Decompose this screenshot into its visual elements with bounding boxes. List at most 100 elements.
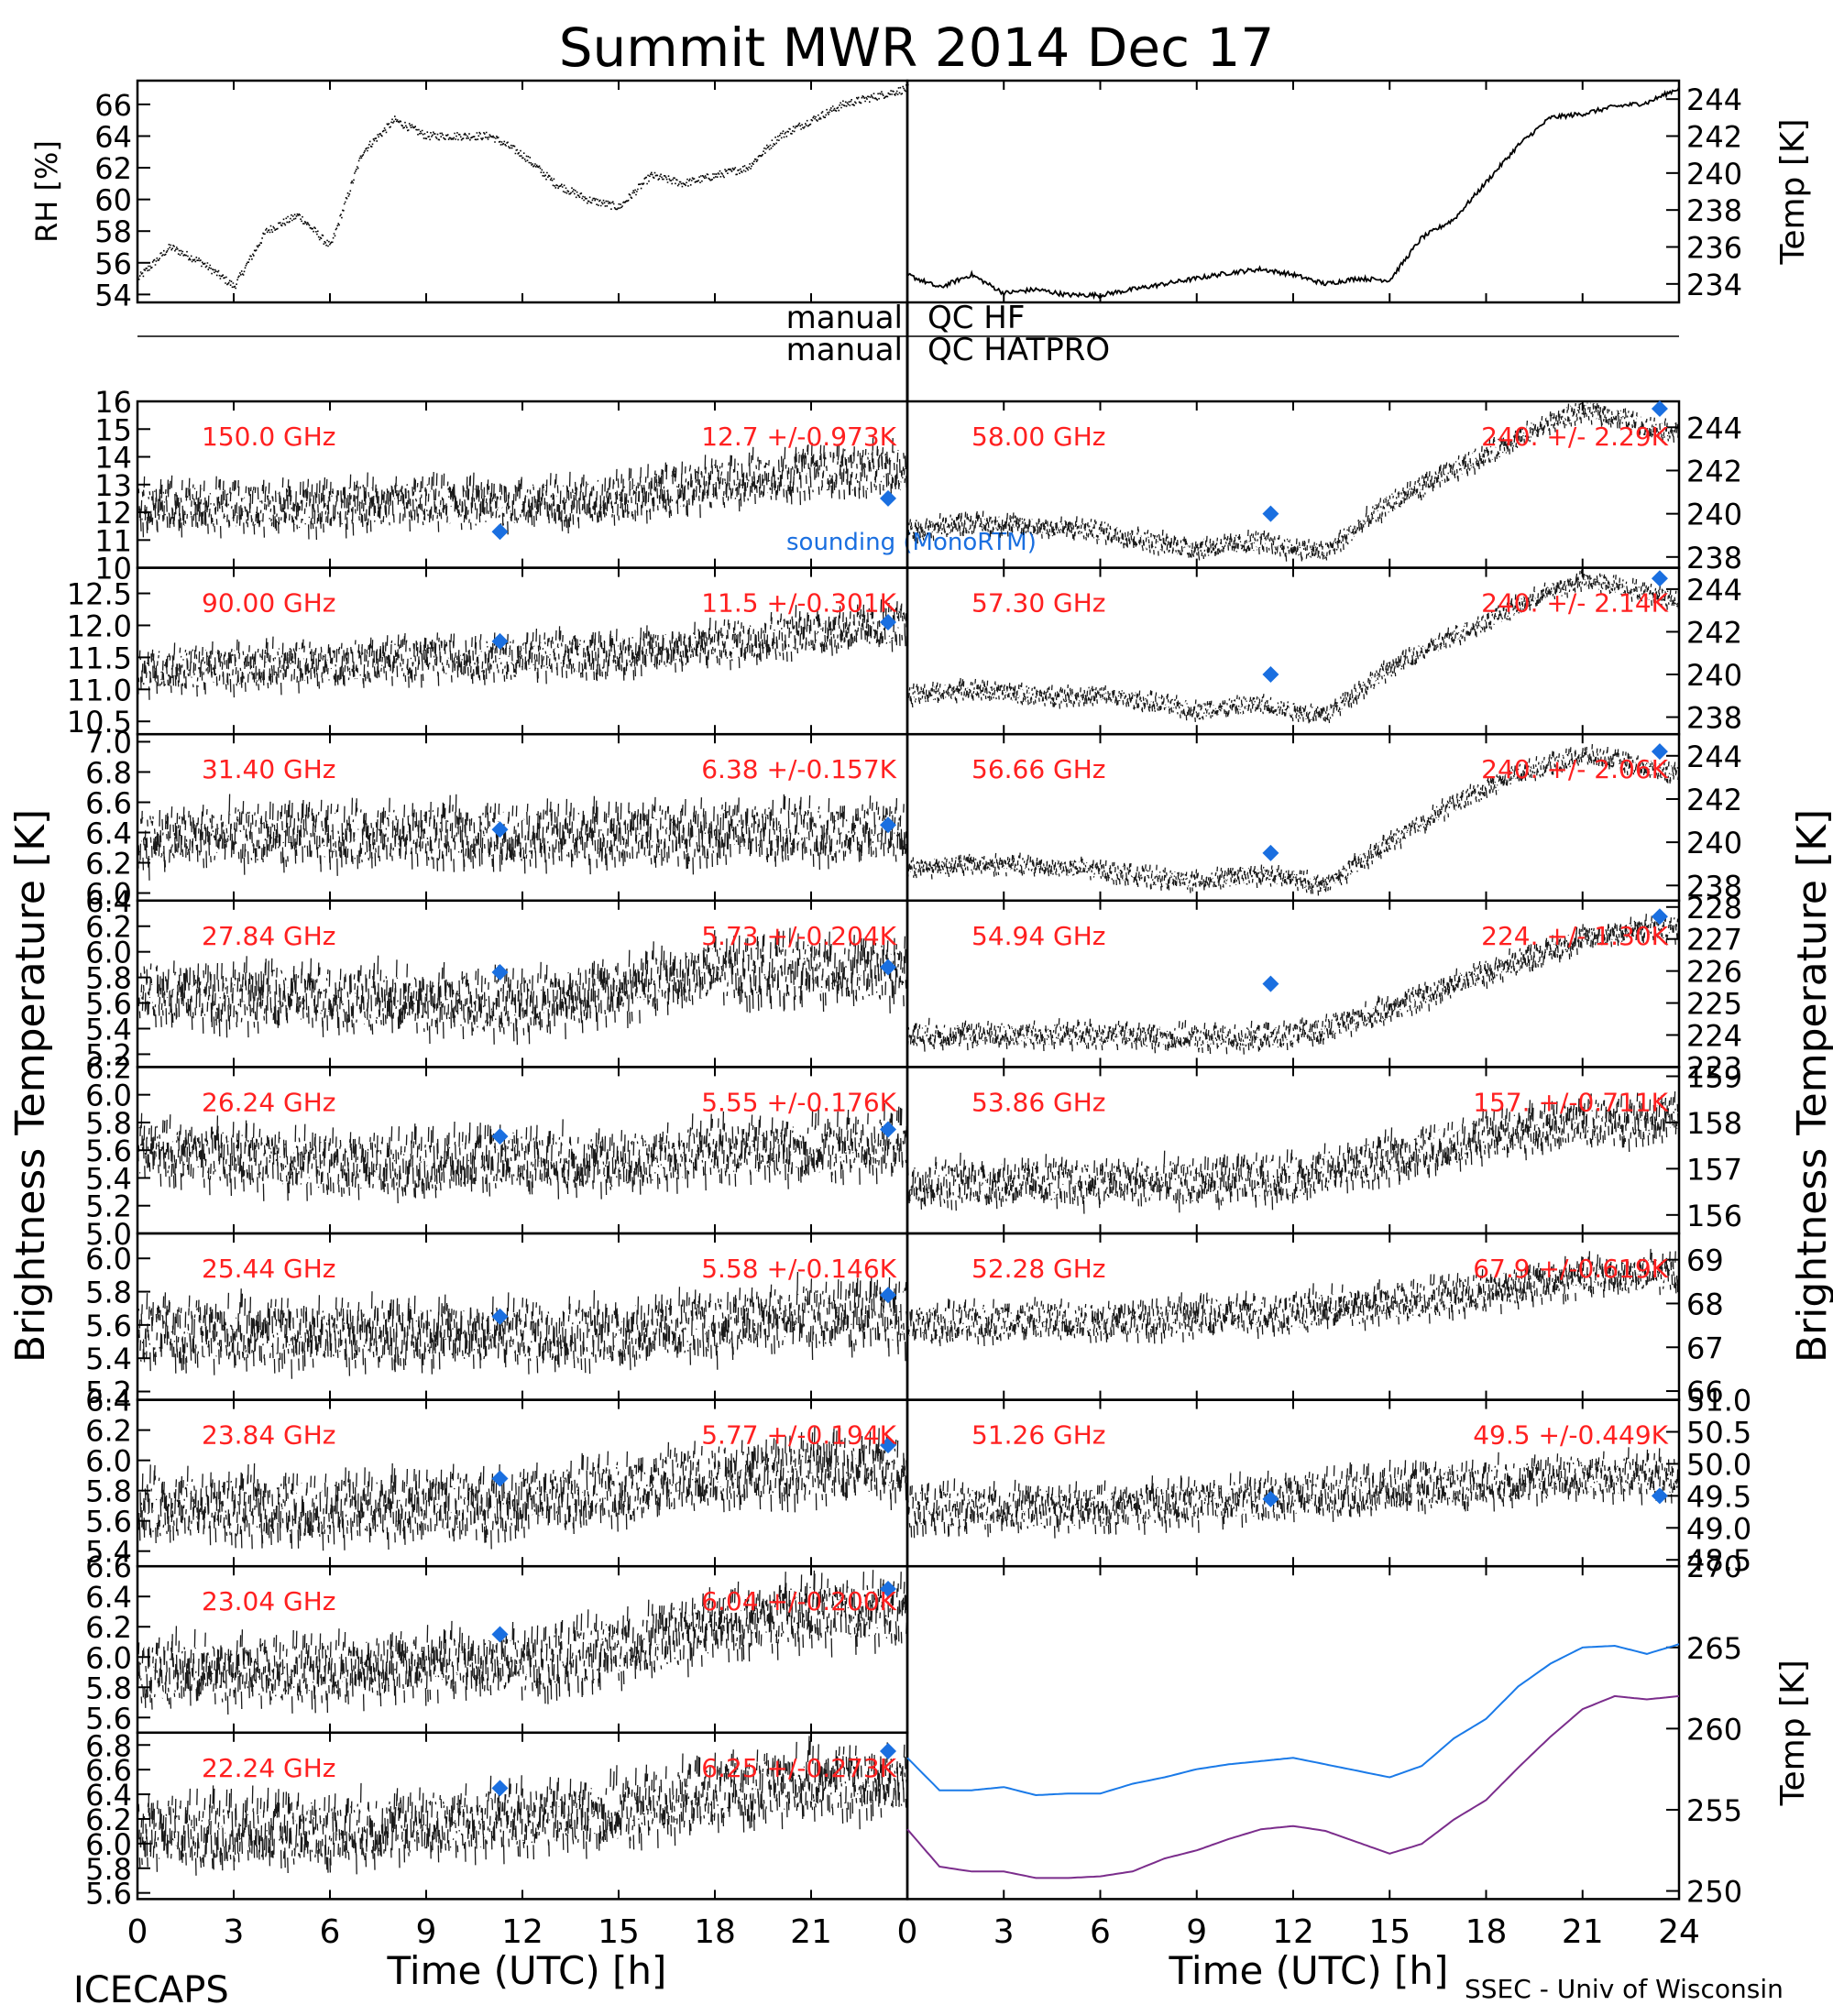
series-points-ch2624 [137, 1102, 908, 1204]
y-tick-label-ch5666: 240 [1686, 826, 1742, 860]
series-points-ch5228 [906, 1248, 1680, 1347]
y-tick-label-ch5730: 238 [1686, 701, 1742, 736]
y-tick-label-ch3140: 6.8 [85, 755, 132, 790]
y-tick-label-ch3140: 7.0 [85, 725, 132, 760]
stat-label-ch2784: 5.73 +/-0.204K [701, 921, 896, 951]
y-tick-label-ch2624: 5.4 [85, 1161, 132, 1196]
series-line-temp [906, 86, 1680, 301]
y-tick-label-ch5126: 51.0 [1686, 1384, 1751, 1419]
panel-frame-temp [906, 79, 1681, 304]
y-tick-label-ch5800: 238 [1686, 541, 1742, 575]
y-tick-label-ch2544: 6.0 [85, 1242, 132, 1276]
x-tick-label-left: 21 [790, 1913, 832, 1951]
y-tick-label-ch2304: 6.0 [85, 1640, 132, 1675]
y-tick-label-ch5228: 68 [1686, 1287, 1724, 1321]
x-tick-label-left: 18 [694, 1913, 736, 1951]
stat-label-ch3140: 6.38 +/-0.157K [701, 754, 896, 784]
y-tick-label-ch90: 12.5 [67, 577, 132, 612]
freq-label-ch90: 90.00 GHz [202, 588, 336, 619]
stat-label-ch150: 12.7 +/-0.973K [701, 422, 896, 452]
y-tick-label-rh: 60 [94, 183, 132, 218]
stat-label-ch2384: 5.77 +/-0.194K [701, 1420, 896, 1451]
sounding-marker-ch90-0 [491, 632, 509, 650]
y-tick-label-ch90: 11.0 [67, 673, 132, 707]
x-tick-label-left: 6 [320, 1913, 341, 1951]
series-points-ch150 [137, 437, 908, 541]
x-tick-label-left: 3 [224, 1913, 245, 1951]
sounding-marker-ch3140-0 [491, 821, 509, 838]
y-tick-label-rh: 56 [94, 247, 132, 281]
qc-hf-manual: manual [786, 300, 903, 336]
series-points-ch2384 [137, 1425, 908, 1551]
y-tick-label-ch2784: 5.8 [85, 961, 132, 996]
sounding-marker-ch2784-1 [880, 959, 896, 976]
xlabel-left: Time (UTC) [h] [387, 1948, 667, 1993]
y-tick-label-ch2304: 5.8 [85, 1671, 132, 1705]
y-tick-label-blackbody: 255 [1686, 1793, 1742, 1828]
sounding-marker-ch5494-0 [1262, 975, 1279, 992]
y-tick-label-ch150: 16 [94, 385, 132, 420]
y-tick-label-ch2384: 6.0 [85, 1444, 132, 1479]
y-tick-label-ch3140: 6.6 [85, 785, 132, 820]
stat-label-ch2624: 5.55 +/-0.176K [701, 1087, 896, 1117]
y-tick-label-ch5228: 66 [1686, 1375, 1724, 1409]
freq-label-ch5800: 58.00 GHz [971, 422, 1106, 452]
series-points-ch5386 [906, 1090, 1680, 1214]
y-tick-label-ch5494: 224 [1686, 1018, 1742, 1053]
y-tick-label-ch2624: 5.6 [85, 1134, 132, 1168]
freq-label-ch5666: 56.66 GHz [971, 754, 1106, 784]
y-tick-label-ch5666: 244 [1686, 740, 1742, 774]
sounding-marker-ch2784-0 [491, 964, 509, 981]
y-tick-label-rh: 62 [94, 151, 132, 186]
y-tick-label-ch5800: 240 [1686, 498, 1742, 532]
left-axis-label: Brightness Temperature [K] [7, 809, 54, 1363]
freq-label-ch2304: 23.04 GHz [202, 1586, 336, 1616]
y-tick-label-ch2224: 6.2 [85, 1802, 132, 1837]
y-tick-label-ch2784: 6.2 [85, 910, 132, 945]
x-tick-label-right: 15 [1368, 1913, 1410, 1951]
qc-hatpro-label: QC HATPRO [927, 332, 1110, 368]
y-tick-label-ch5228: 67 [1686, 1331, 1724, 1365]
y-tick-label-ch5126: 49.0 [1686, 1511, 1751, 1546]
y-tick-label-ch5126: 49.5 [1686, 1479, 1751, 1514]
y-tick-label-ch5386: 156 [1686, 1199, 1742, 1233]
y-tick-label-ch2544: 5.6 [85, 1309, 132, 1343]
series-line-hf [906, 1694, 1680, 1879]
y-tick-label-ch5126: 48.5 [1686, 1543, 1751, 1578]
y-tick-label-ch150: 14 [94, 441, 132, 476]
y-tick-label-ch5126: 50.5 [1686, 1416, 1751, 1451]
y-tick-label-ch2784: 5.6 [85, 987, 132, 1022]
stat-label-ch5386: 157. +/-0.711K [1473, 1087, 1668, 1117]
sounding-marker-ch5494-1 [1651, 908, 1668, 926]
sounding-marker-ch5126-0 [1262, 1490, 1279, 1507]
freq-label-ch2544: 25.44 GHz [202, 1254, 336, 1284]
xlabel-right: Time (UTC) [h] [1169, 1948, 1449, 1993]
chart-title: Summit MWR 2014 Dec 17 [559, 16, 1275, 79]
y-tick-label-ch2384: 5.4 [85, 1535, 132, 1570]
y-tick-label-ch150: 10 [94, 552, 132, 586]
y-tick-label-ch5800: 242 [1686, 454, 1742, 488]
y-tick-label-ch2784: 6.4 [85, 884, 132, 919]
stat-label-ch2544: 5.58 +/-0.146K [701, 1254, 896, 1284]
x-tick-label-right: 24 [1658, 1913, 1700, 1951]
freq-label-ch150: 150.0 GHz [202, 422, 336, 452]
sounding-marker-ch5666-1 [1651, 743, 1668, 761]
series-line-hatpro [906, 1643, 1680, 1797]
y-tick-label-ch5386: 158 [1686, 1106, 1742, 1141]
x-tick-label-right: 12 [1272, 1913, 1314, 1951]
series-points-ch2224 [137, 1736, 908, 1876]
stat-label-ch5228: 67.9 +/-0.619K [1473, 1254, 1668, 1284]
ylabel-temp: Temp [K] [1774, 118, 1812, 265]
y-tick-label-temp: 244 [1686, 82, 1742, 117]
stat-label-ch5800: 240. +/- 2.29K [1481, 422, 1668, 452]
y-tick-label-ch3140: 6.2 [85, 847, 132, 882]
y-tick-label-ch2384: 5.6 [85, 1505, 132, 1539]
series-points-ch5730 [906, 569, 1680, 724]
y-tick-label-ch5666: 238 [1686, 869, 1742, 904]
sounding-marker-ch90-1 [880, 613, 896, 630]
freq-label-ch3140: 31.40 GHz [202, 754, 336, 784]
freq-label-ch2384: 23.84 GHz [202, 1420, 336, 1451]
y-tick-label-ch2544: 5.8 [85, 1276, 132, 1310]
sounding-marker-ch150-1 [880, 489, 896, 507]
